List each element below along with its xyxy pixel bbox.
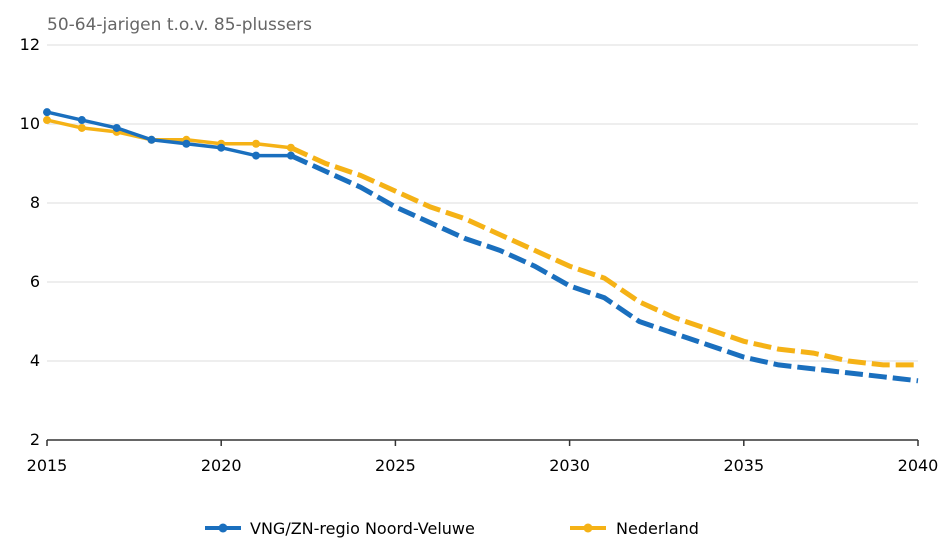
y-axis: 2 4 6 8 10 12 — [20, 35, 40, 449]
data-point — [252, 139, 261, 148]
legend-swatch-marker — [218, 523, 228, 533]
series-line-projection-1 — [289, 145, 918, 368]
data-point — [252, 151, 261, 160]
data-point — [286, 151, 295, 160]
data-point — [112, 123, 121, 132]
y-tick-label: 8 — [30, 193, 40, 212]
gridlines — [47, 44, 918, 362]
data-point — [43, 108, 51, 117]
series-line-observed-1 — [46, 118, 292, 150]
y-tick-label: 2 — [30, 430, 40, 449]
legend-label: Nederland — [616, 519, 699, 538]
series-line-projection-0 — [289, 153, 919, 384]
x-tick-label: 2040 — [898, 456, 939, 475]
y-tick-label: 10 — [20, 114, 40, 133]
legend-item-1[interactable]: Nederland — [570, 519, 699, 538]
x-tick-label: 2015 — [27, 456, 68, 475]
data-point — [147, 135, 156, 144]
x-axis: 2015 2020 2025 2030 2035 2040 — [27, 439, 939, 475]
series-line-observed-0 — [46, 110, 291, 158]
data-point — [77, 116, 86, 125]
legend-label: VNG/ZN-regio Noord-Veluwe — [250, 519, 475, 538]
series-group — [43, 108, 919, 384]
data-point — [43, 116, 51, 125]
x-tick-label: 2035 — [723, 456, 764, 475]
legend-item-0[interactable]: VNG/ZN-regio Noord-Veluwe — [205, 519, 475, 538]
data-point — [182, 139, 191, 148]
x-tick-label: 2020 — [201, 456, 242, 475]
legend-swatch-marker — [583, 523, 593, 533]
y-tick-label: 12 — [20, 35, 40, 54]
data-point — [217, 143, 226, 152]
y-tick-label: 4 — [30, 351, 40, 370]
chart-title: 50-64-jarigen t.o.v. 85-plussers — [47, 15, 312, 35]
x-tick-label: 2030 — [549, 456, 590, 475]
data-point — [286, 143, 295, 152]
y-tick-label: 6 — [30, 272, 40, 291]
legend[interactable]: VNG/ZN-regio Noord-Veluwe Nederland — [205, 519, 699, 538]
x-tick-label: 2025 — [375, 456, 416, 475]
data-point — [77, 123, 86, 132]
